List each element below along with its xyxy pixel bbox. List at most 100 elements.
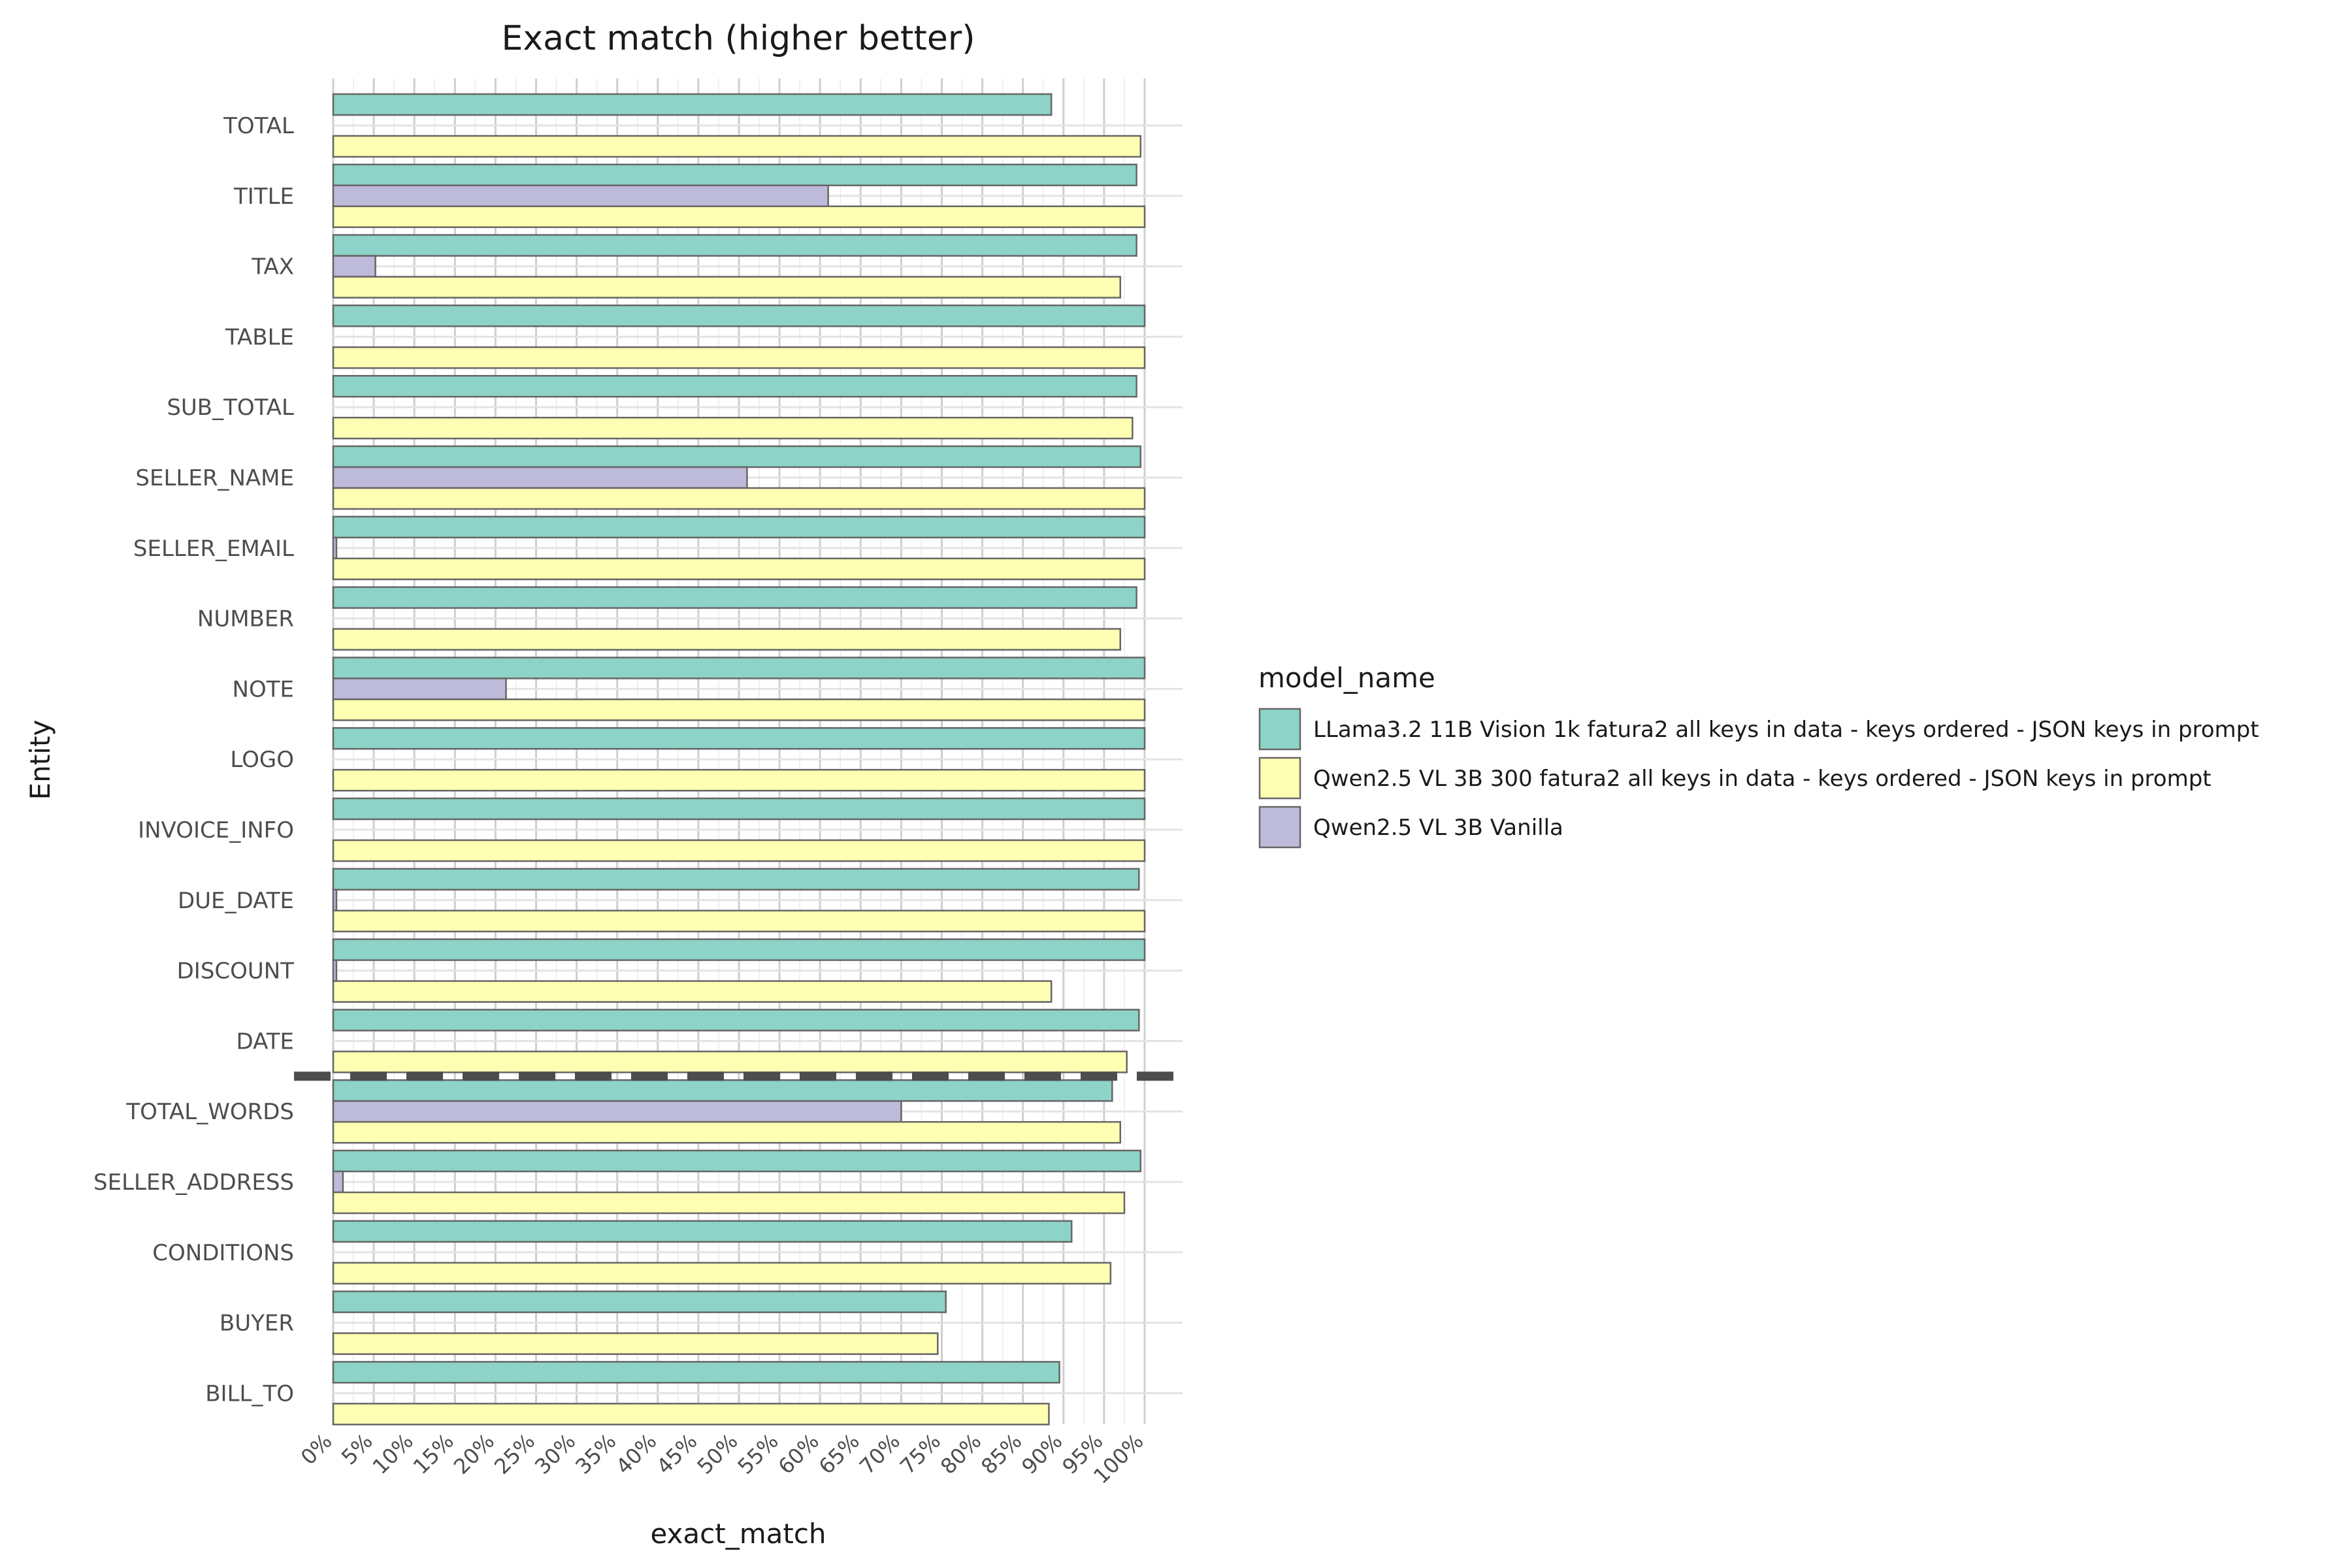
- bars: [332, 93, 1146, 1426]
- legend-swatch: [1258, 708, 1301, 751]
- bar-seller_address-series-0: [332, 1149, 1142, 1173]
- x-tick-label: 80%: [936, 1429, 986, 1479]
- bar-buyer-series-2: [332, 1332, 939, 1355]
- x-tick-label: 55%: [733, 1429, 783, 1479]
- bar-conditions-series-0: [332, 1220, 1073, 1243]
- category-label: TOTAL_WORDS: [125, 1099, 294, 1125]
- bar-title-series-1: [332, 184, 829, 208]
- x-tick-label: 0%: [296, 1429, 337, 1470]
- legend-label: LLama3.2 11B Vision 1k fatura2 all keys …: [1313, 717, 2259, 743]
- bar-tax-series-1: [332, 255, 376, 278]
- legend-swatch: [1258, 806, 1301, 849]
- legend-label: Qwen2.5 VL 3B 300 fatura2 all keys in da…: [1313, 766, 2212, 792]
- bar-seller_name-series-1: [332, 466, 748, 489]
- bar-invoice_info-series-0: [332, 797, 1146, 821]
- x-tick-label: 40%: [611, 1429, 661, 1479]
- chart-title: Exact match (higher better): [502, 19, 975, 58]
- bar-seller_email-series-2: [332, 557, 1146, 581]
- legend-swatch: [1258, 757, 1301, 800]
- category-label: SELLER_EMAIL: [133, 536, 294, 562]
- x-tick-label: 65%: [814, 1429, 864, 1479]
- bar-discount-series-0: [332, 938, 1146, 961]
- category-label: SELLER_ADDRESS: [93, 1169, 294, 1196]
- bar-seller_address-series-1: [332, 1170, 344, 1194]
- legend: model_name LLama3.2 11B Vision 1k fatura…: [1258, 662, 2259, 849]
- bar-note-series-2: [332, 698, 1146, 721]
- bar-seller_name-series-2: [332, 487, 1146, 510]
- bar-total_words-series-0: [332, 1079, 1113, 1102]
- bar-date-series-0: [332, 1009, 1140, 1032]
- bar-number-series-2: [332, 628, 1121, 651]
- y-axis-title: Entity: [24, 720, 56, 800]
- x-tick-label: 70%: [855, 1429, 905, 1479]
- bar-bill_to-series-0: [332, 1361, 1060, 1384]
- x-tick-label: 50%: [692, 1429, 742, 1479]
- bar-date-series-2: [332, 1051, 1128, 1073]
- bar-invoice_info-series-2: [332, 839, 1146, 862]
- category-label: TOTAL: [223, 113, 294, 139]
- category-label: BILL_TO: [205, 1380, 294, 1407]
- category-label: LOGO: [230, 747, 294, 773]
- bar-tax-series-2: [332, 276, 1121, 299]
- x-tick-label: 45%: [651, 1429, 702, 1479]
- bar-title-series-0: [332, 163, 1137, 187]
- bar-discount-series-2: [332, 980, 1053, 1003]
- x-tick-labels: 0% 5%10%15%20%25%30%35%40%45%50%55%60%65%…: [296, 1429, 1149, 1489]
- category-label: TITLE: [233, 184, 294, 210]
- bar-seller_email-series-0: [332, 515, 1146, 539]
- bar-total-series-0: [332, 93, 1053, 116]
- bar-logo-series-2: [332, 768, 1146, 792]
- category-label: SELLER_NAME: [135, 465, 294, 491]
- category-label: CONDITIONS: [152, 1240, 294, 1266]
- x-tick-label: 35%: [570, 1429, 621, 1479]
- bar-table-series-2: [332, 346, 1146, 369]
- category-label: SUB_TOTAL: [167, 395, 294, 421]
- category-label: DUE_DATE: [178, 888, 294, 914]
- bar-discount-series-1: [332, 959, 338, 982]
- bar-table-series-0: [332, 304, 1146, 327]
- bar-buyer-series-0: [332, 1290, 947, 1313]
- x-axis-title: exact_match: [650, 1518, 826, 1550]
- legend-title: model_name: [1258, 662, 1435, 694]
- bar-note-series-0: [332, 657, 1146, 679]
- bar-total_words-series-1: [332, 1100, 902, 1123]
- bar-total_words-series-2: [332, 1120, 1121, 1144]
- x-tick-label: 20%: [449, 1429, 499, 1479]
- category-label: TABLE: [225, 324, 294, 350]
- category-label: NOTE: [233, 676, 294, 702]
- category-labels: TOTAL TITLE TAX TABLE SUB_TOTAL SELLER_NAME SE…: [93, 113, 294, 1407]
- bar-due_date-series-2: [332, 909, 1146, 933]
- category-label: DISCOUNT: [177, 958, 295, 985]
- x-tick-label: 30%: [530, 1429, 580, 1479]
- bar-number-series-0: [332, 586, 1137, 609]
- bar-tax-series-0: [332, 234, 1137, 257]
- x-tick-label: 85%: [976, 1429, 1026, 1479]
- bar-bill_to-series-2: [332, 1403, 1050, 1426]
- category-label: INVOICE_INFO: [138, 817, 294, 843]
- category-label: NUMBER: [197, 606, 294, 632]
- bar-seller_address-series-2: [332, 1191, 1126, 1215]
- x-tick-label: 10%: [368, 1429, 418, 1479]
- category-label: TAX: [251, 254, 294, 280]
- x-tick-label: 60%: [774, 1429, 824, 1479]
- bar-sub_total-series-0: [332, 374, 1137, 398]
- legend-label: Qwen2.5 VL 3B Vanilla: [1313, 815, 1563, 841]
- bar-logo-series-0: [332, 727, 1146, 750]
- bar-seller_name-series-0: [332, 445, 1142, 468]
- x-tick-label: 75%: [895, 1429, 945, 1479]
- x-tick-label: 90%: [1017, 1429, 1067, 1479]
- bar-note-series-1: [332, 678, 507, 700]
- bar-total-series-2: [332, 135, 1142, 158]
- bar-title-series-2: [332, 205, 1146, 229]
- category-label: DATE: [237, 1028, 294, 1054]
- bar-due_date-series-0: [332, 868, 1140, 891]
- bar-due_date-series-1: [332, 889, 338, 912]
- x-tick-label: 25%: [489, 1429, 540, 1479]
- bar-conditions-series-2: [332, 1262, 1112, 1285]
- bar-sub_total-series-2: [332, 416, 1134, 440]
- bar-seller_email-series-1: [332, 536, 338, 560]
- category-label: BUYER: [220, 1311, 294, 1337]
- x-tick-label: 15%: [408, 1429, 459, 1479]
